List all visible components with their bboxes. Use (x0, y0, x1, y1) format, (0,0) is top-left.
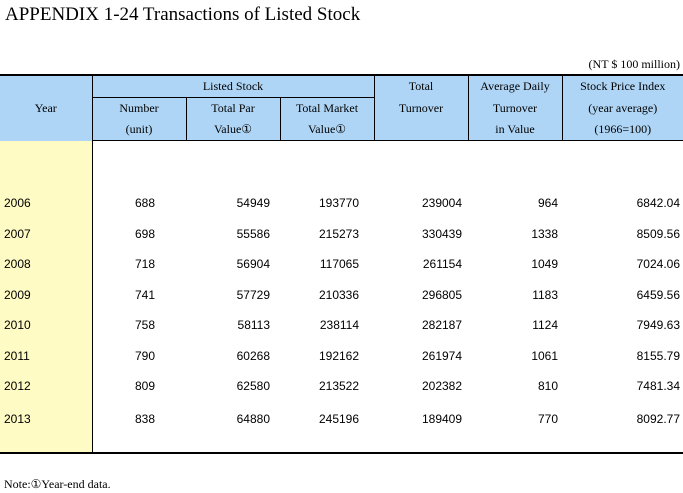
index-cell: 7949.63 (636, 318, 681, 332)
number-cell: 758 (134, 318, 155, 332)
par-cell: 64880 (186, 399, 280, 454)
index-cell: 7481.34 (636, 379, 681, 393)
index-cell: 8155.79 (636, 348, 681, 363)
header-spi-2: (year average) (561, 97, 683, 119)
turnover-cell: 282187 (421, 318, 463, 332)
daily-cell: 1049 (531, 257, 559, 271)
year-cell: 2007 (0, 216, 93, 247)
par-cell: 62580 (236, 379, 270, 393)
turnover-cell: 261154 (422, 257, 463, 271)
transactions-table: Year Listed Stock Total Average Daily St… (0, 74, 683, 454)
header-listed-stock: Listed Stock (92, 74, 375, 98)
header-total-market-2: Value① (279, 119, 375, 141)
header-blank (373, 119, 469, 141)
index-cell: 6842.04 (636, 196, 681, 210)
number-cell: 790 (134, 348, 155, 363)
table-row: 2011 790 60268 192162 261974 1061 8155.79 (0, 338, 683, 369)
market-cell: 117065 (319, 257, 360, 271)
turnover-cell: 330439 (421, 226, 463, 241)
header-year: Year (0, 74, 93, 141)
index-cell: 6459.56 (636, 287, 681, 302)
header-total-turnover-2: Turnover (373, 97, 469, 119)
daily-cell: 1061 (531, 348, 559, 363)
turnover-cell: 296805 (421, 287, 463, 302)
header-total-par-2: Value① (185, 119, 280, 141)
par-cell: 57729 (236, 287, 270, 302)
turnover-cell: 239004 (421, 196, 463, 210)
daily-cell: 1124 (532, 318, 559, 332)
header-total-par-1: Total Par (185, 97, 280, 119)
table-row: 2008 718 56904 117065 261154 1049 7024.06 (0, 246, 683, 277)
daily-cell: 810 (537, 379, 559, 393)
table-row: 2013 838 64880 245196 189409 770 8092.77 (0, 399, 683, 454)
table-row: 2007 698 55586 215273 330439 1338 8509.56 (0, 216, 683, 247)
market-cell: 238114 (319, 318, 360, 332)
year-cell: 2013 (0, 399, 93, 454)
market-cell: 192162 (318, 348, 360, 363)
daily-cell: 1338 (531, 226, 559, 241)
market-cell: 193770 (318, 196, 360, 210)
header-number-1: Number (92, 97, 186, 119)
par-cell: 60268 (236, 348, 270, 363)
market-cell: 245196 (280, 399, 375, 454)
market-cell: 215273 (318, 226, 360, 241)
year-cell: 2012 (0, 368, 93, 399)
year-cell: 2006 (0, 185, 93, 216)
index-cell: 7024.06 (636, 257, 681, 271)
page-title: APPENDIX 1-24 Transactions of Listed Sto… (5, 4, 361, 25)
header-spi-1: Stock Price Index (561, 74, 683, 98)
header-number-2: (unit) (92, 119, 186, 141)
turnover-cell: 189409 (374, 399, 469, 454)
unit-label: (NT $ 100 million) (588, 57, 680, 71)
index-cell: 8092.77 (562, 399, 683, 454)
number-cell: 741 (134, 287, 155, 302)
header-total-turnover-1: Total (373, 74, 469, 98)
year-cell: 2008 (0, 246, 93, 277)
table-row: 2012 809 62580 213522 202382 810 7481.34 (0, 368, 683, 399)
header-avg-daily-1: Average Daily (467, 74, 563, 98)
header-total-market-1: Total Market (279, 97, 375, 119)
daily-cell: 770 (468, 399, 563, 454)
par-cell: 56904 (236, 257, 270, 271)
number-cell: 838 (92, 399, 186, 454)
spacer-year-cell (0, 140, 93, 186)
number-cell: 688 (134, 196, 155, 210)
number-cell: 809 (134, 379, 155, 393)
header-spi-3: (1966=100) (561, 119, 683, 141)
footnote: Note:①Year-end data. (4, 477, 111, 491)
par-cell: 55586 (236, 226, 270, 241)
table-row: 2006 688 54949 193770 239004 964 6842.04 (0, 185, 683, 216)
turnover-cell: 202382 (421, 379, 463, 393)
header-avg-daily-3: in Value (467, 119, 563, 141)
par-cell: 54949 (236, 196, 270, 210)
table-row: 2009 741 57729 210336 296805 1183 6459.56 (0, 277, 683, 308)
market-cell: 210336 (318, 287, 360, 302)
year-cell: 2010 (0, 307, 93, 338)
number-cell: 718 (134, 257, 155, 271)
year-cell: 2009 (0, 277, 93, 308)
market-cell: 213522 (318, 379, 360, 393)
header-avg-daily-2: Turnover (467, 97, 563, 119)
par-cell: 58113 (237, 318, 270, 332)
turnover-cell: 261974 (421, 348, 463, 363)
number-cell: 698 (134, 226, 155, 241)
year-cell: 2011 (0, 338, 93, 369)
index-cell: 8509.56 (636, 226, 681, 241)
table-row: 2010 758 58113 238114 282187 1124 7949.63 (0, 307, 683, 338)
daily-cell: 1183 (532, 287, 559, 302)
daily-cell: 964 (537, 196, 559, 210)
